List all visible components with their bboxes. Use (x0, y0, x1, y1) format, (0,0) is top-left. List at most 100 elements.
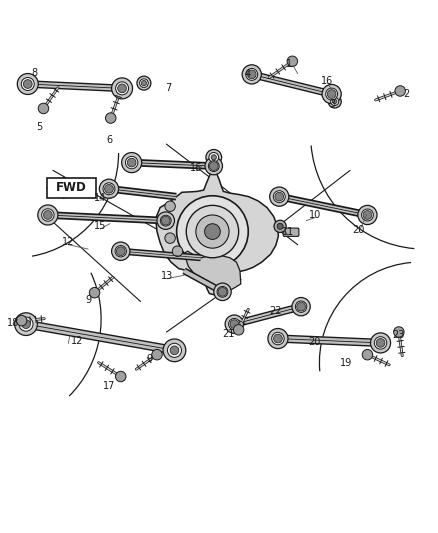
Circle shape (247, 69, 260, 82)
Text: FWD: FWD (56, 181, 87, 195)
Circle shape (99, 179, 119, 198)
Circle shape (160, 215, 171, 226)
Circle shape (274, 334, 283, 343)
Circle shape (322, 84, 341, 103)
Polygon shape (184, 251, 241, 290)
Circle shape (277, 223, 283, 229)
Text: 15: 15 (94, 221, 106, 231)
Circle shape (209, 152, 219, 162)
Circle shape (177, 196, 248, 268)
Circle shape (205, 157, 223, 175)
Circle shape (270, 187, 289, 206)
Text: 9: 9 (86, 295, 92, 305)
Circle shape (374, 337, 387, 349)
Circle shape (118, 84, 127, 93)
Polygon shape (155, 171, 279, 295)
Circle shape (361, 209, 374, 221)
Text: 16: 16 (190, 163, 202, 173)
Circle shape (217, 286, 228, 297)
Circle shape (16, 316, 27, 326)
Circle shape (225, 315, 244, 333)
Circle shape (122, 152, 142, 173)
Circle shape (218, 287, 227, 296)
Circle shape (233, 325, 244, 335)
Text: 18: 18 (7, 318, 19, 328)
Text: 8: 8 (32, 68, 38, 78)
Text: 3: 3 (329, 99, 336, 109)
Circle shape (358, 205, 377, 224)
Circle shape (17, 74, 38, 94)
Text: 11: 11 (282, 228, 294, 237)
Circle shape (327, 90, 336, 99)
Circle shape (161, 216, 170, 225)
Circle shape (211, 155, 216, 160)
Circle shape (19, 317, 33, 331)
Circle shape (105, 184, 113, 193)
Circle shape (42, 209, 54, 221)
Circle shape (23, 79, 32, 88)
Circle shape (172, 246, 183, 256)
Text: 17: 17 (103, 381, 115, 391)
Text: 20: 20 (353, 225, 365, 235)
Circle shape (38, 103, 49, 114)
Circle shape (21, 77, 34, 91)
Circle shape (167, 343, 181, 357)
Text: 23: 23 (393, 329, 405, 340)
Circle shape (247, 70, 256, 79)
Circle shape (137, 76, 151, 90)
Circle shape (205, 224, 220, 239)
FancyBboxPatch shape (47, 179, 96, 198)
Circle shape (43, 211, 52, 220)
Circle shape (230, 320, 239, 328)
Circle shape (116, 82, 129, 95)
Circle shape (229, 318, 240, 330)
Text: 6: 6 (107, 135, 113, 145)
Circle shape (268, 328, 288, 349)
Circle shape (395, 86, 406, 96)
Circle shape (242, 65, 261, 84)
Circle shape (152, 350, 162, 360)
Circle shape (115, 246, 127, 257)
Circle shape (287, 56, 297, 67)
FancyArrow shape (46, 177, 81, 198)
Circle shape (206, 149, 222, 165)
Circle shape (38, 205, 58, 225)
Circle shape (331, 98, 339, 106)
Circle shape (112, 242, 130, 261)
Circle shape (127, 158, 136, 167)
Text: 2: 2 (404, 88, 410, 99)
Circle shape (112, 78, 133, 99)
Circle shape (208, 160, 219, 172)
Circle shape (106, 113, 116, 123)
Circle shape (21, 320, 30, 328)
Circle shape (249, 71, 257, 79)
Text: 14: 14 (94, 192, 106, 203)
Circle shape (103, 183, 115, 195)
Text: 22: 22 (269, 306, 282, 316)
Circle shape (165, 233, 175, 244)
Circle shape (246, 68, 258, 80)
Circle shape (376, 338, 385, 348)
Circle shape (209, 161, 218, 171)
Circle shape (362, 350, 373, 360)
Text: 5: 5 (36, 122, 42, 132)
Circle shape (295, 301, 307, 312)
Circle shape (251, 73, 255, 77)
Circle shape (157, 212, 174, 229)
Text: 19: 19 (339, 358, 352, 368)
Circle shape (89, 287, 100, 298)
Circle shape (165, 201, 175, 212)
Circle shape (371, 333, 391, 353)
Circle shape (170, 346, 179, 354)
Circle shape (161, 217, 172, 228)
Circle shape (274, 220, 286, 232)
Circle shape (14, 313, 37, 335)
Text: 21: 21 (223, 329, 235, 339)
Circle shape (214, 283, 231, 301)
Circle shape (275, 192, 284, 201)
Text: 12: 12 (71, 336, 83, 346)
Circle shape (186, 205, 239, 258)
Text: 13: 13 (160, 271, 173, 281)
Text: 9: 9 (146, 354, 152, 365)
Circle shape (326, 88, 338, 100)
